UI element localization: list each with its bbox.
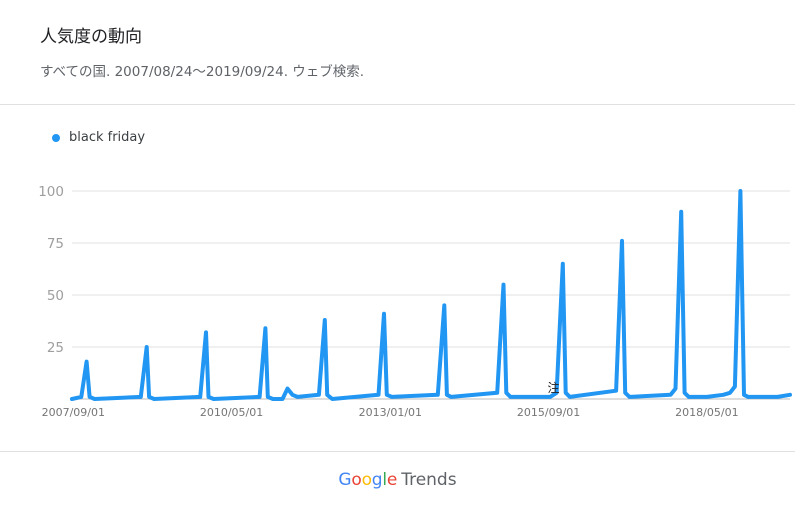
legend-dot-icon — [52, 133, 60, 142]
trends-wordmark: Trends — [401, 470, 457, 490]
legend-label: black friday — [69, 130, 146, 145]
card-title: 人気度の動向 — [40, 27, 142, 47]
y-tick-label: 50 — [47, 288, 64, 304]
google-letter: G — [338, 470, 352, 490]
google-letter: l — [382, 470, 387, 490]
x-tick-label: 2010/05/01 — [200, 406, 263, 419]
chart-legend[interactable]: black friday — [52, 130, 145, 145]
series-line-black-friday — [70, 189, 792, 401]
annotation-marker: 注 — [547, 380, 559, 395]
y-tick-label: 75 — [47, 236, 64, 252]
x-tick-label: 2007/09/01 — [42, 406, 105, 419]
x-tick-label: 2018/05/01 — [675, 406, 738, 419]
card-subtitle: すべての国. 2007/08/24～2019/09/24. ウェブ検索. — [40, 64, 365, 80]
google-trends-logo[interactable]: Google Trends — [0, 470, 795, 490]
x-tick-label: 2013/01/01 — [359, 406, 422, 419]
y-tick-label: 100 — [38, 184, 64, 200]
google-letter: o — [351, 470, 362, 490]
google-wordmark: Google — [338, 470, 397, 490]
y-tick-label: 25 — [47, 340, 64, 356]
google-letter: g — [371, 470, 383, 490]
google-letter: e — [386, 470, 398, 490]
card-header: 人気度の動向 すべての国. 2007/08/24～2019/09/24. ウェブ… — [0, 0, 795, 105]
x-tick-label: 2015/09/01 — [517, 406, 580, 419]
google-letter: o — [361, 470, 372, 490]
footer-divider — [0, 451, 795, 452]
line-chart[interactable]: 25 50 75 100 2007/09/01 2010/05/01 2013/01/01 2… — [0, 170, 795, 430]
